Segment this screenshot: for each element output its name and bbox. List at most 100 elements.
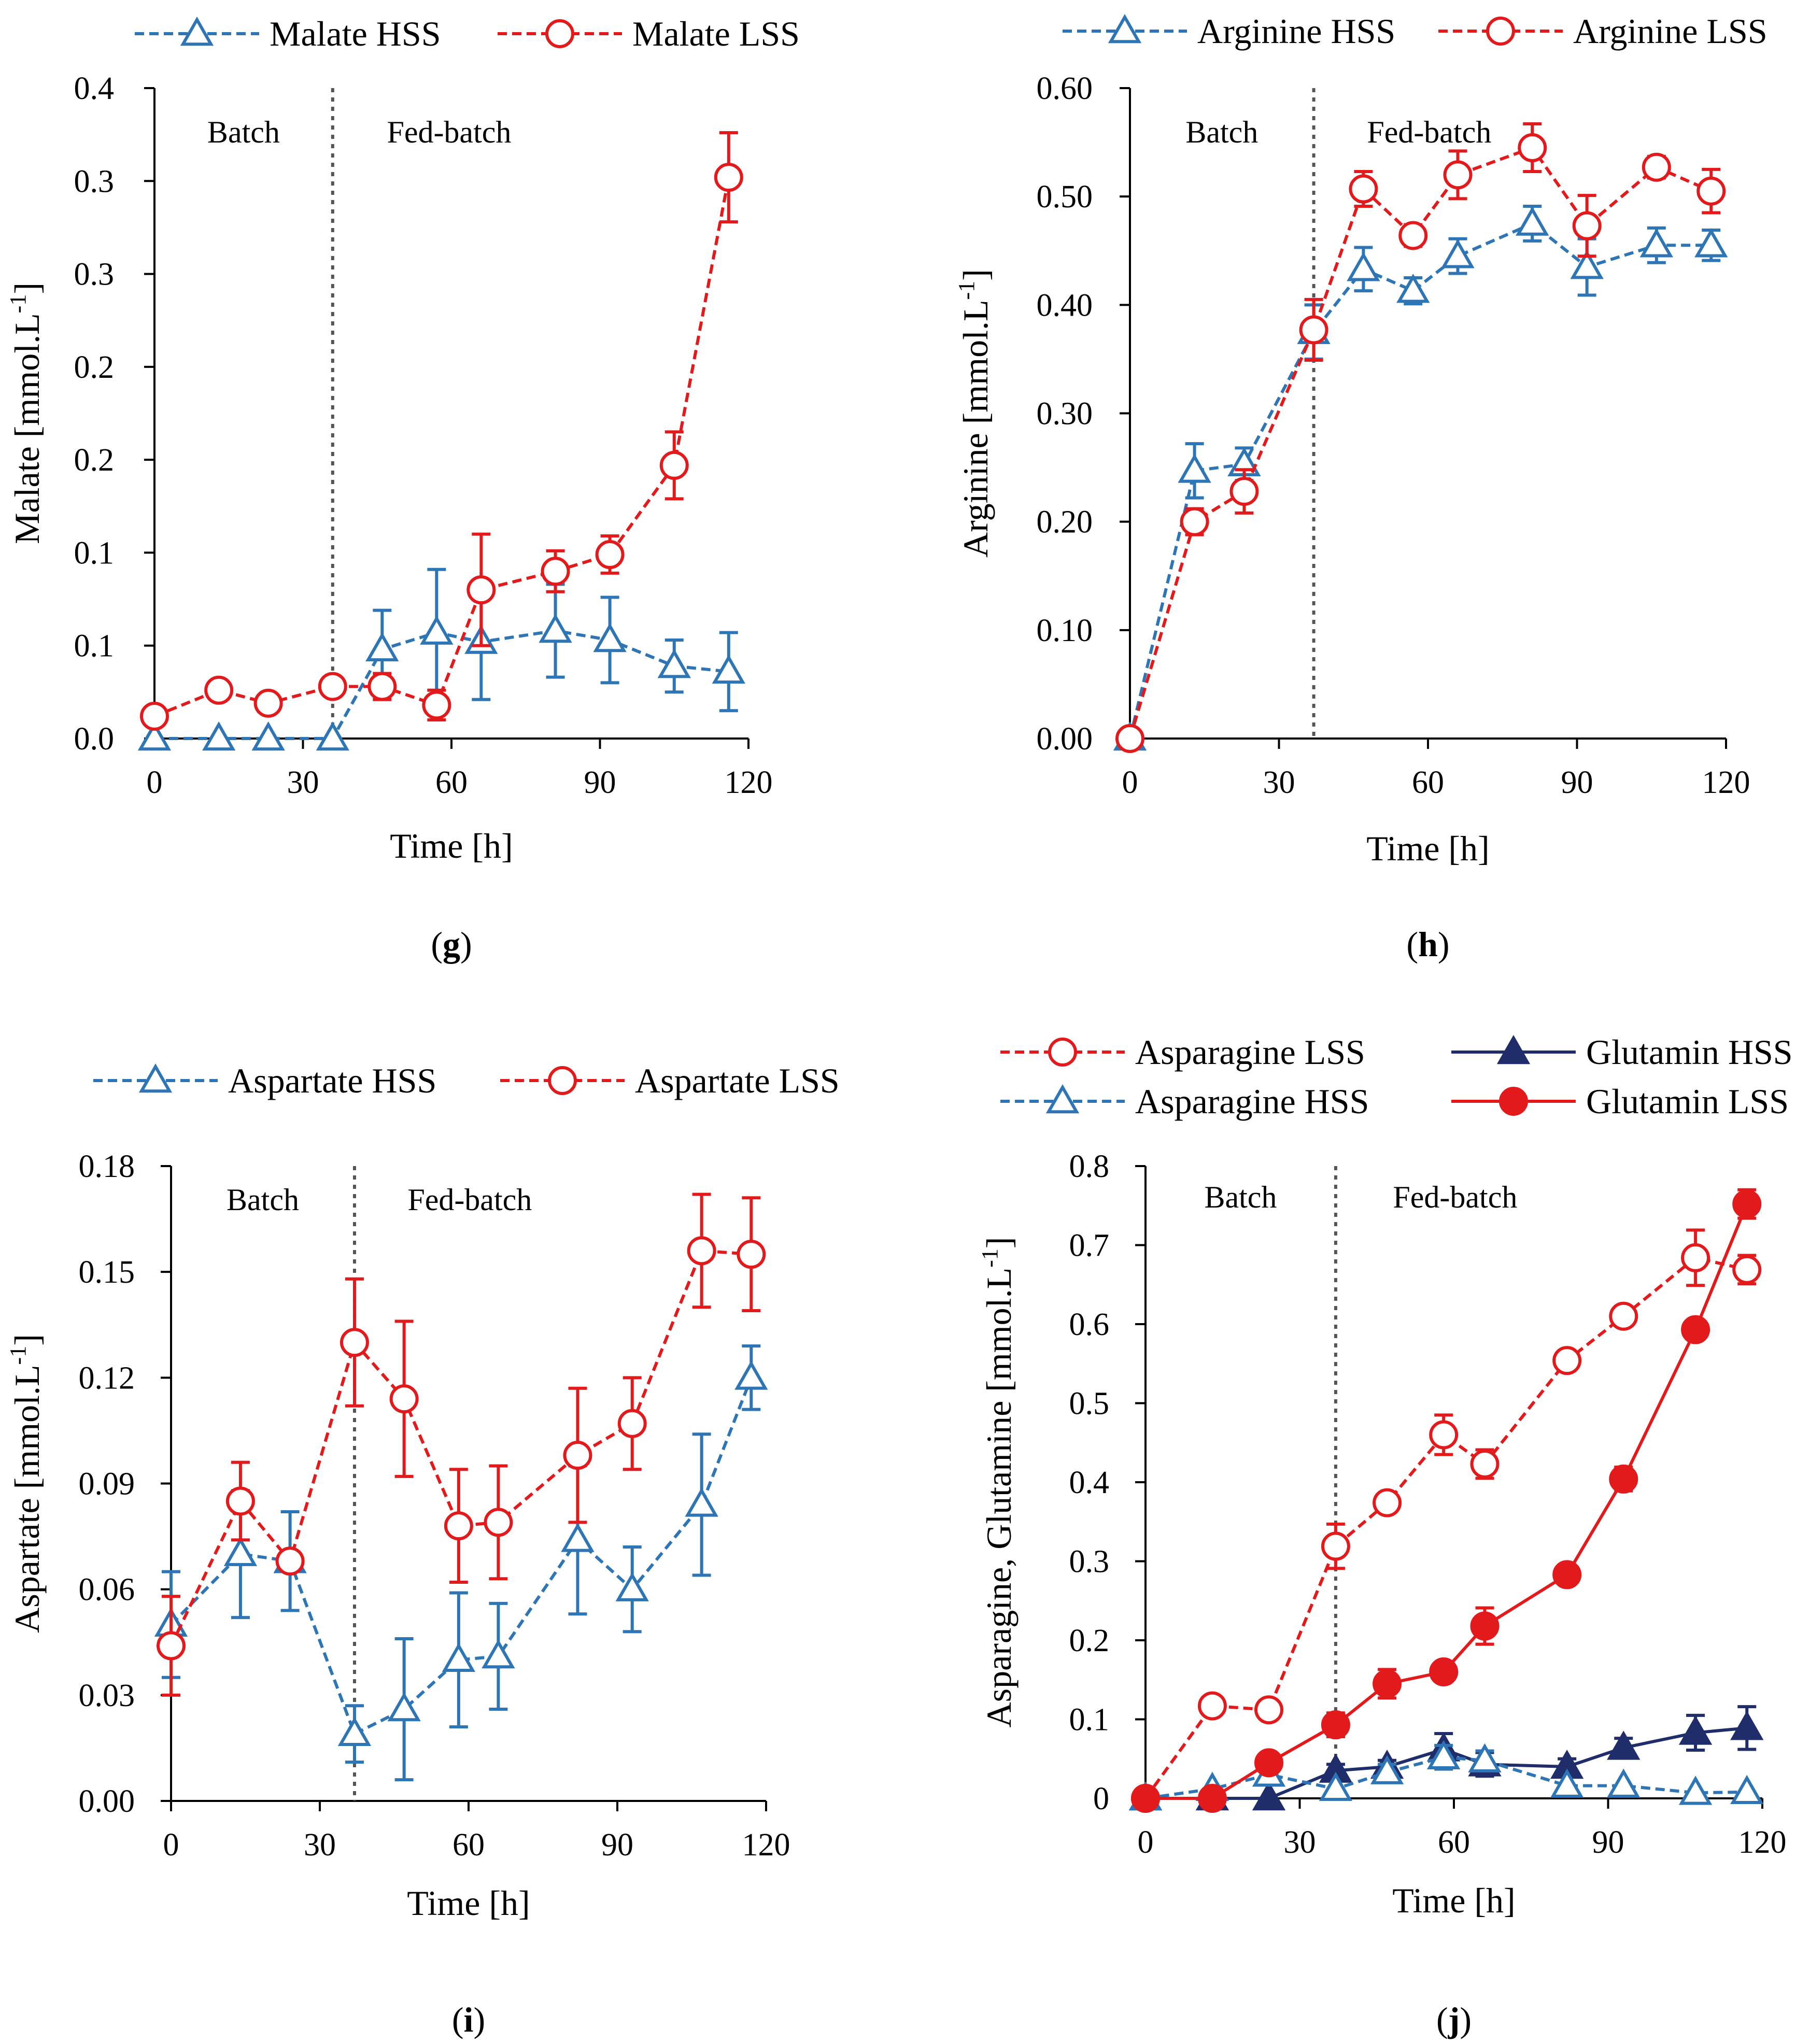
- data-point: [541, 557, 570, 586]
- legend-item: Glutamin HSS: [1451, 1032, 1793, 1072]
- legend-marker: [180, 16, 214, 46]
- data-point: [1550, 1768, 1584, 1798]
- x-axis-label: Time [h]: [407, 1883, 530, 1923]
- caption-letter: i: [464, 2000, 474, 2039]
- data-point: [687, 1236, 716, 1266]
- y-axis-label: Asparagine, Glutamine [mmol.L-1]: [977, 1237, 1019, 1728]
- data-point: [1131, 1784, 1160, 1813]
- data-point: [1470, 1611, 1500, 1641]
- data-point: [1398, 221, 1428, 250]
- data-point: [1347, 252, 1380, 281]
- x-tick-label: 60: [1438, 1825, 1470, 1860]
- y-tick-label: 0.3: [74, 257, 115, 292]
- panel-caption: (j): [1436, 2000, 1472, 2039]
- y-tick-label: 0: [1093, 1781, 1109, 1816]
- data-point: [1642, 152, 1671, 182]
- legend-item: Aspartate HSS: [93, 1061, 436, 1100]
- series-malate-hss: [137, 567, 745, 751]
- data-point: [1730, 1775, 1764, 1805]
- y-tick-label: 0.12: [79, 1360, 135, 1396]
- legend-item: Aspartate LSS: [500, 1061, 840, 1100]
- phase-label-fed-batch: Fed-batch: [407, 1183, 532, 1217]
- y-tick-label: 0.1: [74, 629, 115, 664]
- x-tick-label: 0: [147, 765, 163, 800]
- x-tick-label: 90: [601, 1827, 633, 1863]
- data-point: [1197, 1784, 1227, 1813]
- data-point: [422, 690, 451, 720]
- y-axis-label-sup: -1: [954, 281, 979, 300]
- data-point: [1441, 239, 1475, 268]
- x-axis-label: Time [h]: [1392, 1881, 1515, 1920]
- y-axis-label: Arginine [mmol.L-1]: [954, 269, 995, 558]
- legend-item: Glutamin LSS: [1451, 1082, 1789, 1121]
- series-glutamin-lss: [1131, 1188, 1762, 1813]
- y-tick-label: 0.15: [79, 1255, 135, 1290]
- data-point: [1373, 1669, 1402, 1698]
- data-point: [1252, 1781, 1286, 1811]
- data-point: [1552, 1560, 1582, 1589]
- y-axis-label: Aspartate [mmol.L-1]: [5, 1334, 47, 1633]
- y-axis-label-close: ]: [7, 1334, 47, 1346]
- data-point: [1609, 1301, 1638, 1331]
- caption-close: ): [473, 2000, 485, 2039]
- y-tick-label: 0.00: [1037, 721, 1093, 757]
- data-point: [659, 450, 689, 480]
- legend-marker: [138, 1063, 173, 1093]
- panel-caption: (i): [452, 2000, 485, 2039]
- data-point: [1180, 507, 1209, 536]
- y-tick-label: 0.30: [1037, 396, 1093, 432]
- caption-close: ): [460, 925, 472, 964]
- y-tick-label: 0.0: [74, 721, 115, 757]
- x-axis-label: Time [h]: [1366, 829, 1489, 868]
- legend-label: Arginine LSS: [1573, 11, 1767, 51]
- legend-label: Aspartate HSS: [228, 1061, 436, 1100]
- data-point: [595, 540, 625, 570]
- series-aspartate-lss: [157, 1193, 766, 1697]
- data-point: [1470, 1449, 1500, 1479]
- data-point: [340, 1328, 369, 1357]
- x-tick-label: 120: [1702, 765, 1750, 800]
- phase-label-fed-batch: Fed-batch: [1367, 115, 1491, 149]
- data-point: [1468, 1743, 1502, 1773]
- data-point: [1429, 1420, 1459, 1450]
- y-tick-label: 0.3: [74, 164, 115, 199]
- legend-marker: [1486, 17, 1515, 46]
- x-tick-label: 120: [1738, 1825, 1787, 1860]
- data-point: [367, 672, 397, 701]
- series-malate-lss: [140, 131, 743, 731]
- series-line: [1128, 221, 1712, 739]
- data-point: [1518, 133, 1547, 163]
- data-point: [615, 1572, 649, 1601]
- data-point: [444, 1511, 473, 1541]
- data-point: [1639, 228, 1674, 258]
- data-point: [1516, 206, 1549, 236]
- series-line: [1144, 1256, 1747, 1799]
- y-axis-label-main: Arginine [mmol.L: [956, 300, 995, 557]
- y-axis-label-main: Aspartate [mmol.L: [7, 1365, 47, 1633]
- data-point: [1732, 1189, 1762, 1219]
- phase-label-batch: Batch: [1185, 115, 1258, 149]
- caption-close: ): [1438, 925, 1450, 964]
- data-point: [1570, 250, 1604, 279]
- data-point: [1443, 160, 1473, 190]
- x-tick-label: 60: [1412, 765, 1444, 800]
- x-axis-label: Time [h]: [390, 826, 513, 865]
- phase-label-fed-batch: Fed-batch: [1393, 1180, 1517, 1214]
- x-tick-label: 90: [584, 765, 616, 800]
- data-point: [1678, 1715, 1713, 1745]
- caption-open: (: [452, 2000, 464, 2039]
- data-point: [1321, 1531, 1350, 1561]
- legend-label: Asparagine LSS: [1135, 1032, 1365, 1072]
- chart-h: 0.00 0.10 0.20 0.30 0.40 0.50 0.60 0 30 60 90 120 Ti…: [954, 11, 1767, 964]
- data-point: [1572, 211, 1602, 240]
- y-tick-label: 0.2: [74, 350, 115, 385]
- y-axis-label-sup: -1: [5, 1346, 31, 1365]
- legend-label: Malate LSS: [632, 14, 800, 53]
- y-tick-label: 0.10: [1037, 613, 1093, 648]
- y-tick-label: 0.50: [1037, 179, 1093, 215]
- data-point: [617, 1409, 647, 1438]
- y-axis-label-close: ]: [956, 269, 995, 281]
- legend-label: Malate HSS: [270, 14, 441, 53]
- y-tick-label: 0.3: [1069, 1544, 1110, 1580]
- x-tick-label: 60: [453, 1827, 485, 1863]
